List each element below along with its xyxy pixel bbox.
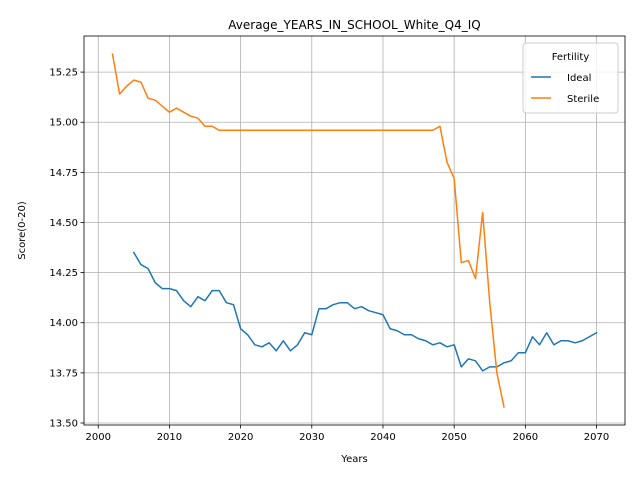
chart-title: Average_YEARS_IN_SCHOOL_White_Q4_IQ (228, 18, 480, 32)
x-axis-label: Years (340, 454, 367, 465)
x-tick-label: 2040 (370, 432, 395, 443)
legend-label-ideal: Ideal (567, 73, 591, 84)
y-tick-label: 14.75 (49, 168, 78, 179)
series-line-ideal (132, 251, 598, 372)
x-tick-label: 2050 (441, 432, 466, 443)
y-tick-label: 13.75 (49, 368, 78, 379)
y-tick-label: 13.50 (49, 418, 78, 429)
legend-label-sterile: Sterile (567, 94, 599, 105)
y-axis-label: Score(0-20) (17, 201, 28, 260)
plot-frame (83, 35, 626, 426)
y-tick-label: 14.25 (49, 268, 78, 279)
x-tick-label: 2000 (86, 432, 111, 443)
x-tick-label: 2020 (228, 432, 253, 443)
x-tick-label: 2030 (299, 432, 324, 443)
y-tick-label: 14.00 (49, 318, 78, 329)
x-tick-label: 2010 (157, 432, 182, 443)
x-tick-label: 2060 (513, 432, 538, 443)
x-tick-label: 2070 (584, 432, 609, 443)
series-layer (111, 53, 598, 408)
y-tick-label: 14.50 (49, 218, 78, 229)
axis-ticks: 2000 2010 2020 2030 2040 2050 2060 2070 13.50 13.… (49, 68, 609, 443)
legend: Fertility Ideal Sterile (522, 42, 619, 114)
y-tick-label: 15.25 (49, 68, 78, 79)
y-tick-label: 15.00 (49, 118, 78, 129)
series-line-sterile (111, 53, 505, 408)
legend-title: Fertility (552, 52, 590, 63)
legend-box (522, 42, 619, 114)
